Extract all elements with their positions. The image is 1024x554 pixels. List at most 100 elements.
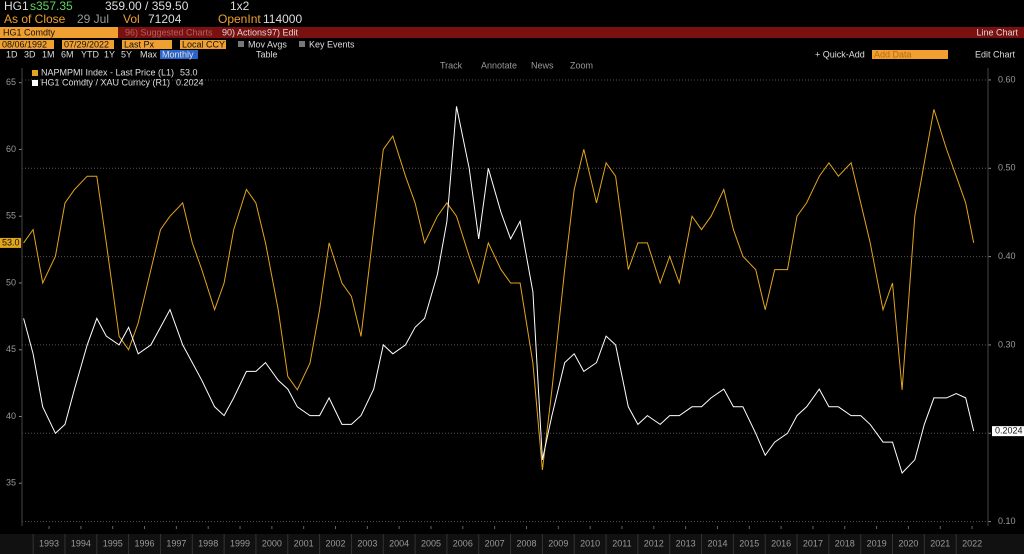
legend-value: 0.2024 bbox=[176, 77, 204, 87]
security[interactable]: HG1 Comdty bbox=[3, 27, 56, 37]
series-line bbox=[23, 106, 975, 474]
openint: 114000 bbox=[263, 12, 302, 26]
vol: 71204 bbox=[148, 12, 182, 26]
x-tick-label: 2020 bbox=[898, 538, 918, 548]
end-date[interactable]: 07/29/2022 bbox=[64, 39, 109, 49]
series-line bbox=[23, 109, 975, 470]
x-tick-label: 2012 bbox=[644, 538, 664, 548]
x-tick-label: 1993 bbox=[39, 538, 59, 548]
x-tick-label: 2017 bbox=[803, 538, 823, 548]
period-button[interactable]: Max bbox=[140, 49, 158, 59]
period-button[interactable]: 6M bbox=[61, 49, 74, 59]
mov-avgs[interactable]: Mov Avgs bbox=[248, 39, 287, 49]
x-tick-label: 2016 bbox=[771, 538, 791, 548]
x-tick-label: 2007 bbox=[485, 538, 505, 548]
chart-tool[interactable]: Annotate bbox=[481, 60, 517, 70]
period-button[interactable]: YTD bbox=[81, 49, 100, 59]
x-tick-label: 2005 bbox=[421, 538, 441, 548]
x-tick-label: 2022 bbox=[962, 538, 982, 548]
chart-mode: Line Chart bbox=[976, 27, 1018, 37]
x-tick-label: 2009 bbox=[548, 538, 568, 548]
checkbox[interactable] bbox=[238, 41, 244, 47]
period-button[interactable]: 3D bbox=[24, 49, 36, 59]
security-box[interactable] bbox=[0, 27, 118, 38]
x-tick-label: 1997 bbox=[166, 538, 186, 548]
key-events[interactable]: Key Events bbox=[309, 39, 355, 49]
y-tick-label: 50 bbox=[6, 277, 16, 287]
add-data-box[interactable] bbox=[872, 50, 948, 59]
x-tick-label: 1998 bbox=[198, 538, 218, 548]
x-tick-label: 2018 bbox=[835, 538, 855, 548]
x-tick-label: 2013 bbox=[676, 538, 696, 548]
x-tick-label: 2006 bbox=[453, 538, 473, 548]
y-tick-label: 65 bbox=[6, 77, 16, 87]
quick-add[interactable]: + Quick-Add bbox=[815, 49, 865, 59]
currency-box[interactable] bbox=[180, 40, 226, 49]
frequency-box[interactable] bbox=[160, 50, 198, 59]
openint-label: OpenInt bbox=[218, 12, 261, 26]
x-tick-label: 2002 bbox=[325, 538, 345, 548]
frequency[interactable]: Monthly bbox=[162, 49, 194, 59]
x-tick-label: 2021 bbox=[930, 538, 950, 548]
chart-tool[interactable]: Track bbox=[440, 60, 463, 70]
table[interactable]: Table bbox=[256, 49, 278, 59]
chart-tool[interactable]: Zoom bbox=[570, 60, 593, 70]
field-box[interactable] bbox=[122, 40, 172, 49]
suggested-charts[interactable]: 96) Suggested Charts bbox=[125, 27, 213, 37]
y-tick-label: 35 bbox=[6, 478, 16, 488]
legend-label: HG1 Comdty / XAU Curncy (R1) bbox=[41, 77, 170, 87]
bid-ask: 359.00 / 359.50 bbox=[105, 0, 189, 13]
y2-tick-label: 0.60 bbox=[998, 74, 1016, 84]
start-date-box[interactable] bbox=[0, 40, 54, 49]
x-tick-label: 1996 bbox=[135, 538, 155, 548]
as-of: As of Close bbox=[4, 12, 66, 26]
edit-chart[interactable]: Edit Chart bbox=[975, 49, 1016, 59]
x-tick-label: 1999 bbox=[230, 538, 250, 548]
last-value-label: 53.0 bbox=[2, 237, 20, 247]
y2-tick-label: 0.30 bbox=[998, 339, 1016, 349]
period-button[interactable]: 5Y bbox=[121, 49, 132, 59]
y-tick-label: 60 bbox=[6, 144, 16, 154]
legend-swatch bbox=[32, 70, 38, 76]
last-value-tag bbox=[992, 426, 1024, 437]
period-button[interactable]: 1M bbox=[42, 49, 55, 59]
x-tick-label: 2003 bbox=[357, 538, 377, 548]
menu-bar bbox=[0, 27, 1024, 38]
x-tick-label: 2010 bbox=[580, 538, 600, 548]
x-tick-label: 2008 bbox=[516, 538, 536, 548]
x-tick-label: 2000 bbox=[262, 538, 282, 548]
y-tick-label: 40 bbox=[6, 411, 16, 421]
y-tick-label: 45 bbox=[6, 344, 16, 354]
x-tick-label: 2001 bbox=[294, 538, 314, 548]
x-tick-label: 2014 bbox=[707, 538, 727, 548]
x-tick-label: 2019 bbox=[867, 538, 887, 548]
y2-tick-label: 0.10 bbox=[998, 516, 1016, 526]
x-tick-label: 1994 bbox=[71, 538, 91, 548]
chart-tool[interactable]: News bbox=[531, 60, 554, 70]
date: 29 Jul bbox=[77, 12, 109, 26]
period-button[interactable]: 1Y bbox=[104, 49, 115, 59]
legend-label: NAPMPMI Index - Last Price (L1) bbox=[41, 67, 174, 77]
x-tick-label: 2011 bbox=[612, 538, 631, 548]
checkbox[interactable] bbox=[299, 41, 305, 47]
price: s357.35 bbox=[30, 0, 73, 13]
edit[interactable]: 97) Edit bbox=[267, 27, 299, 37]
actions[interactable]: 90) Actions bbox=[222, 27, 267, 37]
y2-tick-label: 0.40 bbox=[998, 251, 1016, 261]
ticker: HG1 bbox=[4, 0, 29, 13]
period-button[interactable]: 1D bbox=[6, 49, 18, 59]
y-tick-label: 55 bbox=[6, 211, 16, 221]
y2-tick-label: 0.50 bbox=[998, 163, 1016, 173]
field[interactable]: Last Px bbox=[124, 39, 155, 49]
currency[interactable]: Local CCY bbox=[182, 39, 225, 49]
last-value-tag bbox=[0, 237, 21, 248]
x-tick-label: 2004 bbox=[389, 538, 409, 548]
add-data[interactable]: Add Data bbox=[874, 49, 912, 59]
last-value-label: 0.2024 bbox=[995, 426, 1023, 436]
start-date[interactable]: 08/06/1992 bbox=[2, 39, 47, 49]
size: 1x2 bbox=[230, 0, 250, 13]
end-date-box[interactable] bbox=[62, 40, 114, 49]
